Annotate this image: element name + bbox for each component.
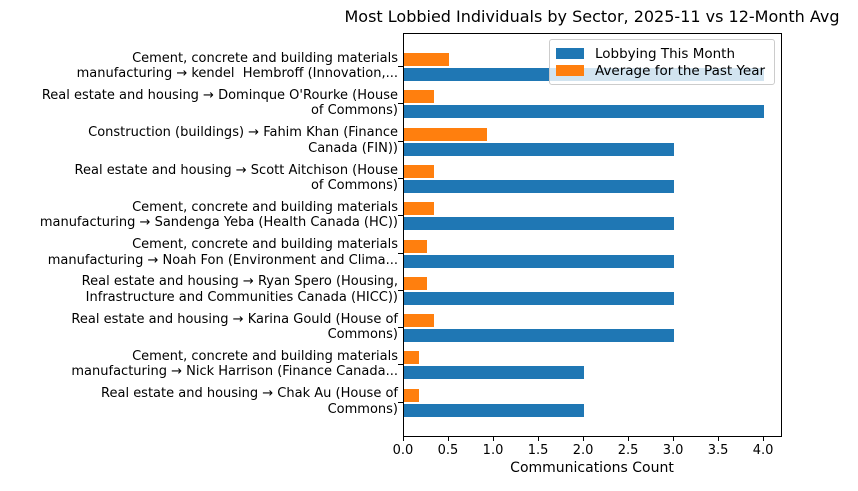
x-tick-label: 4.0 (752, 443, 774, 458)
y-tick-label: Real estate and housing → Scott Aitchiso… (74, 162, 398, 194)
y-tick-label: Cement, concrete and building materials … (76, 50, 398, 82)
y-tick-label: Cement, concrete and building materials … (71, 348, 398, 380)
plot-area (403, 33, 782, 437)
chart-title: Most Lobbied Individuals by Sector, 2025… (344, 7, 840, 26)
bar-average-past-year (404, 202, 434, 216)
bar-average-past-year (404, 165, 434, 178)
bar-lobbying-this-month (404, 254, 675, 268)
legend: Lobbying This Month Average for the Past… (549, 39, 775, 85)
y-tick-mark (398, 364, 403, 366)
y-tick-mark (398, 289, 403, 291)
x-tick-label: 0.5 (437, 443, 459, 458)
bar-lobbying-this-month (404, 403, 585, 417)
x-tick-label: 1.5 (527, 443, 549, 458)
bar-average-past-year (404, 53, 449, 67)
y-tick-label: Cement, concrete and building materials … (39, 199, 398, 231)
bar-lobbying-this-month (404, 366, 585, 380)
y-tick-label: Real estate and housing → Ryan Spero (Ho… (81, 274, 398, 305)
x-tick-label: 1.0 (482, 443, 504, 458)
x-tick-mark (673, 437, 675, 441)
y-tick-mark (398, 401, 403, 403)
bar-lobbying-this-month (404, 142, 675, 156)
x-tick-mark (493, 437, 495, 441)
legend-swatch-average-past-year (556, 65, 584, 76)
x-tick-label: 2.5 (617, 443, 639, 458)
x-tick-mark (718, 437, 720, 441)
y-tick-label: Cement, concrete and building materials … (47, 237, 398, 268)
x-tick-label: 3.0 (662, 443, 684, 458)
legend-item-average-past-year: Average for the Past Year (556, 63, 768, 79)
bar-average-past-year (404, 314, 434, 328)
legend-item-lobbying-this-month: Lobbying This Month (556, 46, 768, 62)
y-tick-mark (398, 66, 403, 68)
x-tick-label: 2.0 (572, 443, 594, 458)
y-tick-mark (398, 103, 403, 105)
x-tick-mark (763, 437, 765, 441)
y-tick-label: Real estate and housing → Dominque O'Rou… (41, 87, 398, 119)
y-tick-mark (398, 252, 403, 254)
y-tick-mark (398, 140, 403, 142)
bar-average-past-year (404, 239, 427, 253)
legend-label: Lobbying This Month (595, 45, 736, 62)
x-axis-title: Communications Count (510, 460, 674, 476)
x-tick-mark (628, 437, 630, 441)
y-tick-label: Construction (buildings) → Fahim Khan (F… (88, 125, 398, 156)
bar-average-past-year (404, 276, 427, 290)
legend-swatch-lobbying-this-month (556, 48, 584, 59)
y-tick-mark (398, 178, 403, 179)
y-tick-mark (398, 215, 403, 217)
x-tick-label: 3.5 (707, 443, 729, 458)
x-tick-mark (538, 437, 540, 441)
bar-average-past-year (404, 127, 487, 141)
x-tick-label: 0.0 (392, 443, 414, 458)
bar-lobbying-this-month (404, 105, 765, 119)
y-tick-label: Real estate and housing → Karina Gould (… (71, 311, 398, 343)
bar-lobbying-this-month (404, 217, 675, 231)
y-tick-mark (398, 327, 403, 329)
bar-lobbying-this-month (404, 291, 675, 305)
bar-average-past-year (404, 90, 434, 104)
legend-label: Average for the Past Year (595, 62, 766, 79)
x-tick-mark (448, 437, 449, 441)
x-tick-mark (583, 437, 585, 441)
y-tick-label: Real estate and housing → Chak Au (House… (101, 386, 398, 417)
bar-average-past-year (404, 388, 420, 402)
bar-lobbying-this-month (404, 180, 675, 193)
bar-average-past-year (404, 351, 420, 365)
x-tick-mark (403, 437, 404, 441)
bar-lobbying-this-month (404, 329, 675, 343)
